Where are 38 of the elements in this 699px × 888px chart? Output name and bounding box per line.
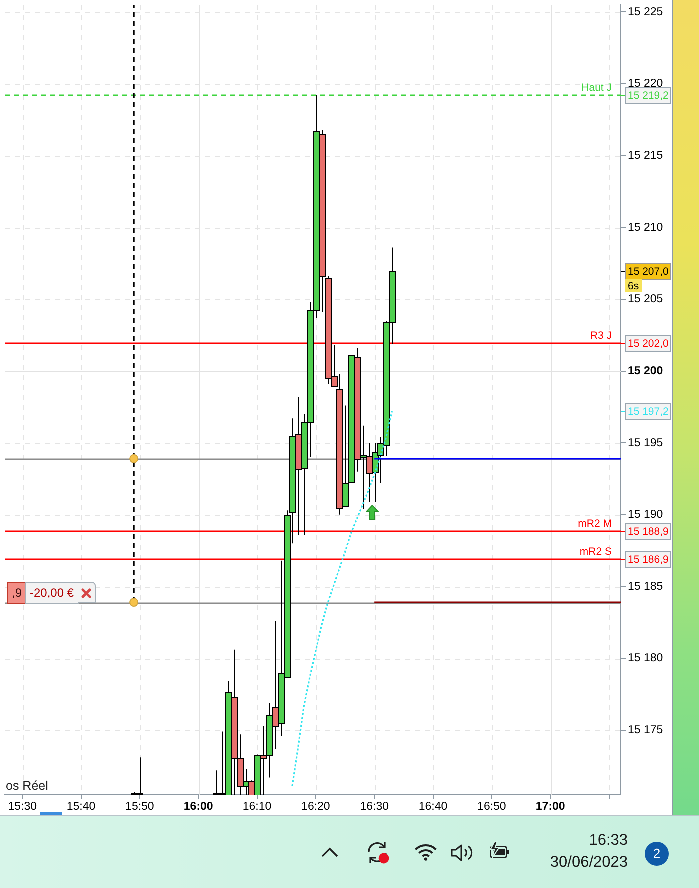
x-tick-label: 16:30 <box>360 801 389 814</box>
y-tick-label: 15 195 <box>628 437 664 450</box>
x-tick-label: 15:50 <box>126 801 154 814</box>
y-tick-label: 15 180 <box>628 652 664 665</box>
y-tick-label: 15 215 <box>628 150 664 162</box>
x-tick-label: 15:40 <box>66 801 96 814</box>
annotation: os Réel <box>6 779 48 794</box>
x-tick-label: 16:20 <box>302 801 330 814</box>
annotation: 15 202,0 <box>628 338 670 350</box>
x-tick-label: 16:50 <box>478 801 506 814</box>
y-tick-label: 15 200 <box>628 365 664 378</box>
annotation: 15 219,2 <box>628 90 670 102</box>
x-tick-label: 17:00 <box>536 801 566 814</box>
taskbar: 16:33 30/06/2023 2 <box>0 815 699 888</box>
ref-line-label: mR2 M <box>578 518 612 530</box>
text: 15 197,2 <box>628 406 670 418</box>
y-tick-label: 15 175 <box>628 724 664 737</box>
y-tick-label: 15 185 <box>628 580 664 593</box>
annotation: 15 188,9 <box>628 526 670 538</box>
annotation: ,9 <box>12 586 22 600</box>
notification-badge: 2 <box>645 842 669 866</box>
ref-line-label: mR2 S <box>580 546 612 558</box>
y-tick-label: 15 220 <box>628 78 664 90</box>
x-tick-label: 16:40 <box>418 801 448 814</box>
y-tick-label: 15 225 <box>628 6 664 18</box>
x-tick-label: 15:30 <box>8 801 37 814</box>
y-tick-label: 15 205 <box>628 294 664 306</box>
text: 6s <box>628 280 640 292</box>
y-tick-label: 15 210 <box>628 222 664 234</box>
annotation: -20,00 € <box>30 586 74 600</box>
ref-line-label: Haut J <box>582 82 612 94</box>
x-tick-label: 16:10 <box>242 801 272 814</box>
text: 15 207,0 <box>628 266 670 278</box>
annotation: 15 186,9 <box>628 554 670 566</box>
y-tick-label: 15 190 <box>628 509 664 522</box>
line-series <box>292 410 393 788</box>
x-tick-label: 16:00 <box>184 801 214 814</box>
ref-line-label: R3 J <box>590 330 612 342</box>
